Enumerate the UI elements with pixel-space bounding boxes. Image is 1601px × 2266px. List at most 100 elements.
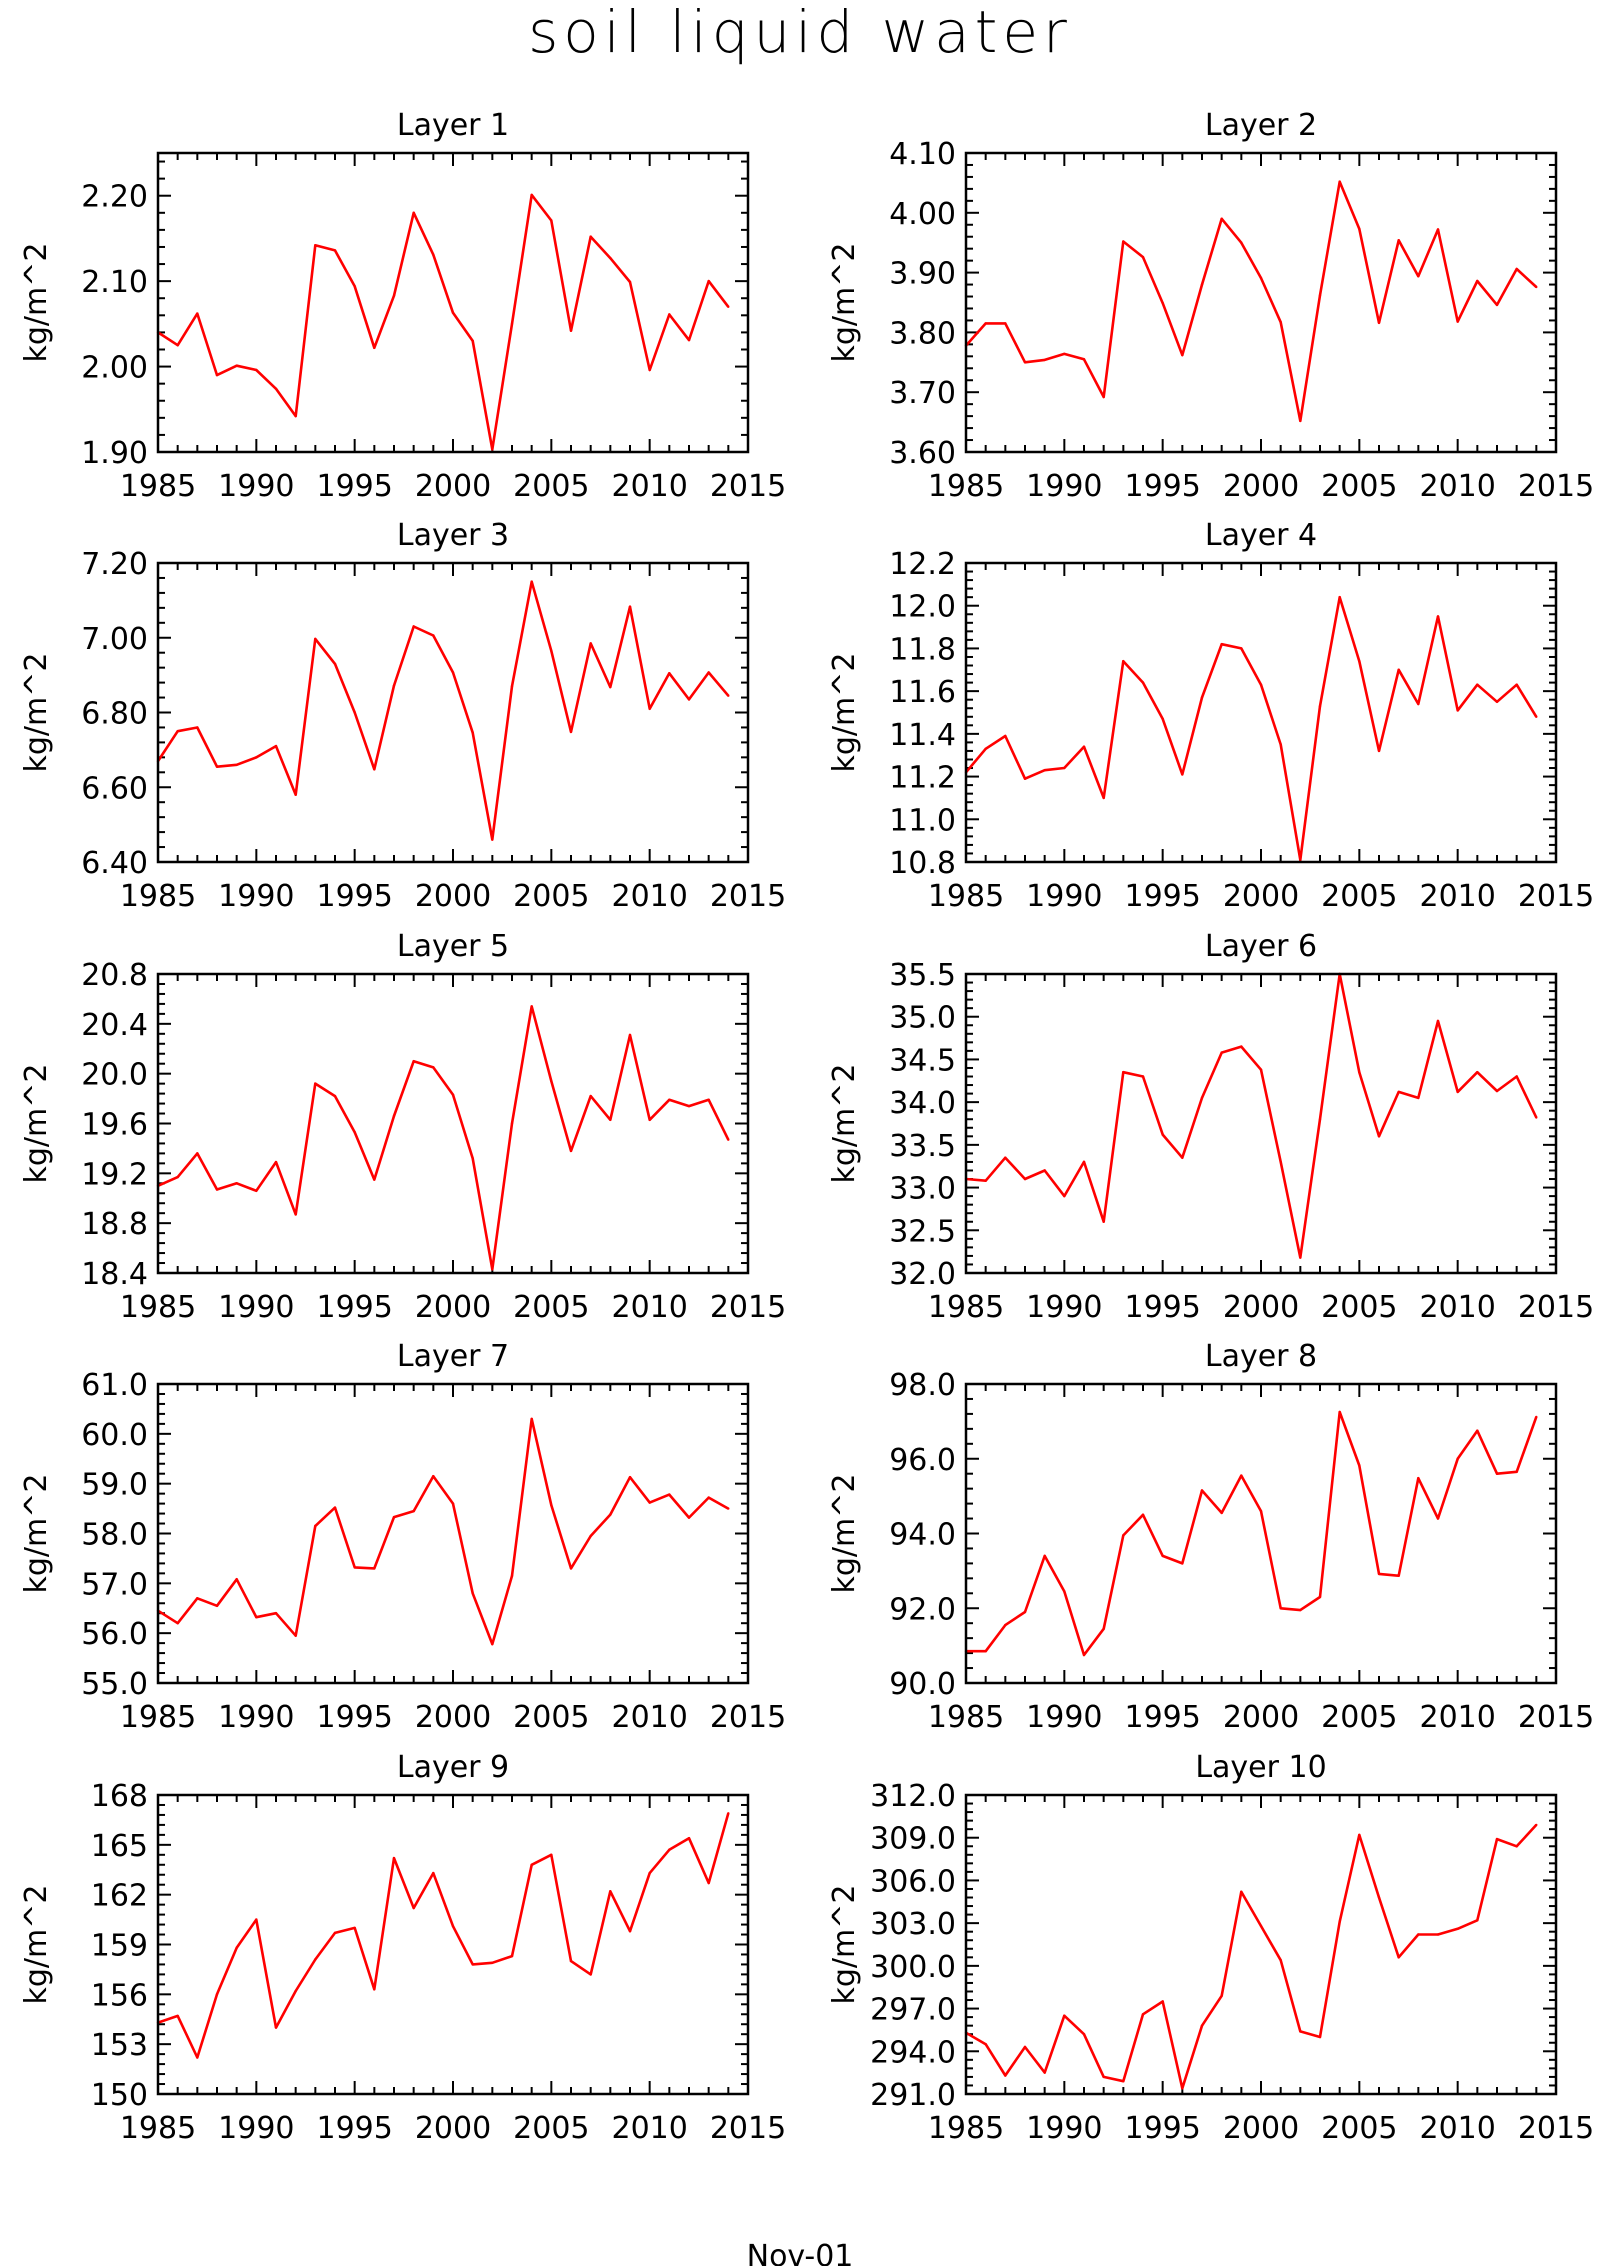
x-tick-label: 2010 bbox=[1419, 1290, 1495, 1325]
data-point bbox=[628, 605, 632, 608]
x-tick-label: 1990 bbox=[218, 469, 294, 504]
data-point bbox=[1417, 1477, 1420, 1480]
data-point bbox=[392, 1114, 396, 1118]
x-tick-label: 2015 bbox=[710, 2111, 786, 2146]
data-point bbox=[333, 1506, 337, 1509]
data-point bbox=[1102, 2075, 1105, 2079]
data-point bbox=[1358, 660, 1361, 663]
x-tick-label: 1985 bbox=[928, 2111, 1004, 2146]
y-tick-label: 168 bbox=[91, 1779, 148, 1814]
y-tick-label: 35.5 bbox=[889, 958, 956, 993]
data-point bbox=[215, 1993, 219, 1996]
data-point bbox=[215, 1604, 219, 1608]
data-point bbox=[294, 1989, 297, 1993]
data-point bbox=[1082, 358, 1086, 361]
data-point bbox=[176, 1175, 179, 1179]
data-point bbox=[1358, 1833, 1361, 1837]
data-point bbox=[1535, 1116, 1538, 1119]
data-point bbox=[196, 2056, 199, 2059]
y-tick-label: 11.4 bbox=[889, 718, 956, 753]
data-point bbox=[550, 649, 553, 652]
data-point bbox=[1181, 1156, 1184, 1159]
data-point bbox=[510, 1574, 514, 1578]
data-point bbox=[1023, 1610, 1027, 1614]
data-point bbox=[215, 1188, 219, 1191]
data-point bbox=[668, 1493, 671, 1496]
data-point bbox=[1220, 1051, 1223, 1054]
data-point bbox=[1161, 1133, 1164, 1136]
figure-title: soil liquid water bbox=[528, 0, 1072, 66]
x-tick-label: 2015 bbox=[710, 1700, 786, 1735]
x-tick-label: 2015 bbox=[1518, 1290, 1594, 1325]
plot-frame bbox=[964, 151, 1558, 454]
y-axis-label: kg/m^2 bbox=[19, 1064, 54, 1184]
data-point bbox=[491, 448, 494, 451]
x-tick-label: 2005 bbox=[513, 469, 589, 504]
data-point bbox=[510, 685, 514, 688]
data-point bbox=[589, 1534, 592, 1538]
data-point bbox=[215, 765, 219, 768]
series-line bbox=[965, 972, 1538, 1259]
data-point bbox=[314, 1082, 317, 1085]
plot-frame bbox=[156, 151, 750, 454]
data-point bbox=[687, 698, 691, 701]
data-point bbox=[1220, 1511, 1223, 1515]
data-point bbox=[984, 322, 987, 325]
data-point bbox=[1004, 1623, 1007, 1627]
data-point bbox=[235, 1182, 238, 1185]
data-point bbox=[412, 625, 415, 628]
y-tick-label: 153 bbox=[91, 2028, 148, 2063]
chart-panel-3: Layer 3 kg/m^2 1985 1990 1995 2000 2005 2010 201… bbox=[19, 518, 786, 914]
x-tick-label: 1985 bbox=[928, 1290, 1004, 1325]
x-tick-label: 2015 bbox=[710, 1290, 786, 1325]
y-axis-label: kg/m^2 bbox=[827, 653, 862, 773]
data-point bbox=[550, 1853, 553, 1857]
data-point bbox=[1495, 303, 1499, 307]
data-point bbox=[1004, 322, 1007, 325]
x-tick-label: 2015 bbox=[1518, 2111, 1594, 2146]
data-point bbox=[589, 1973, 592, 1976]
data-point bbox=[1318, 2035, 1322, 2039]
data-point bbox=[1397, 1090, 1400, 1094]
data-point bbox=[1200, 696, 1204, 699]
y-tick-label: 55.0 bbox=[81, 1667, 148, 1702]
y-tick-label: 18.4 bbox=[81, 1257, 148, 1292]
y-axis-label: kg/m^2 bbox=[827, 1474, 862, 1594]
data-point bbox=[1259, 683, 1263, 686]
data-point bbox=[392, 684, 396, 687]
data-point bbox=[255, 1616, 258, 1619]
data-point bbox=[1476, 1429, 1479, 1432]
data-point bbox=[392, 1515, 396, 1519]
data-point bbox=[1299, 1608, 1302, 1612]
data-point bbox=[1535, 285, 1538, 289]
data-point bbox=[1535, 1415, 1538, 1419]
data-point bbox=[1181, 353, 1184, 357]
data-point bbox=[1476, 1919, 1479, 1922]
data-point bbox=[727, 694, 730, 697]
data-point bbox=[333, 1931, 337, 1935]
data-point bbox=[1141, 681, 1145, 684]
chart-panels: Layer 1 kg/m^2 1985 1990 1995 2000 2005 2010 201… bbox=[19, 108, 1594, 2146]
data-point bbox=[451, 1502, 455, 1505]
data-point bbox=[1358, 1464, 1361, 1467]
x-tick-label: 1995 bbox=[1124, 1290, 1200, 1325]
data-point bbox=[274, 387, 278, 390]
data-point bbox=[1240, 1890, 1243, 1894]
data-point bbox=[1161, 301, 1164, 305]
data-point bbox=[1161, 2000, 1164, 2003]
y-tick-label: 12.0 bbox=[889, 590, 956, 625]
data-point bbox=[392, 1856, 396, 1860]
data-point bbox=[451, 311, 455, 314]
data-point bbox=[1220, 1994, 1223, 1998]
data-point bbox=[510, 1122, 514, 1125]
x-tick-label: 2000 bbox=[415, 1700, 491, 1735]
data-point bbox=[727, 1507, 730, 1510]
x-tick-label: 2015 bbox=[1518, 469, 1594, 504]
data-point bbox=[1358, 1071, 1361, 1074]
x-tick-label: 1985 bbox=[120, 2111, 196, 2146]
x-tick-label: 1995 bbox=[316, 1700, 392, 1735]
y-tick-label: 294.0 bbox=[870, 2035, 956, 2070]
y-tick-label: 7.00 bbox=[81, 622, 148, 657]
data-point bbox=[1023, 1177, 1027, 1181]
